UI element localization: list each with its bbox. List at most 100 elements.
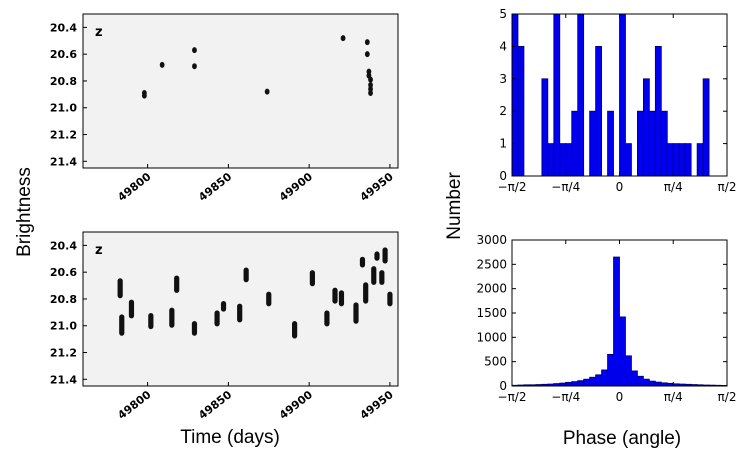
data-point-cluster bbox=[128, 299, 135, 319]
y-tick-label: 20.6 bbox=[50, 48, 77, 61]
data-point-cluster bbox=[119, 314, 125, 336]
y-tick-label: 3000 bbox=[476, 233, 507, 247]
histogram-bar bbox=[547, 143, 555, 177]
x-tick-label: −π/2 bbox=[498, 390, 527, 404]
data-point-cluster bbox=[374, 251, 380, 261]
y-tick-label: 3 bbox=[499, 72, 507, 86]
left-ylabel: Brightness bbox=[14, 167, 35, 257]
x-tick-label: π/4 bbox=[664, 390, 683, 404]
data-point-cluster bbox=[309, 270, 315, 287]
data-point-cluster bbox=[382, 247, 388, 264]
y-tick-label: 21.2 bbox=[50, 347, 77, 360]
histogram-bar bbox=[672, 143, 680, 177]
y-tick-label: 20.8 bbox=[50, 293, 77, 306]
plot-frame bbox=[82, 13, 399, 169]
x-tick-label: π/2 bbox=[718, 180, 737, 194]
histogram-bar bbox=[571, 381, 579, 387]
data-point-cluster bbox=[332, 287, 338, 304]
histogram-bar bbox=[577, 380, 585, 387]
data-point-cluster bbox=[243, 267, 249, 283]
data-point-cluster bbox=[191, 321, 198, 336]
x-tick-label: 49850 bbox=[196, 170, 234, 204]
histogram-bar bbox=[595, 46, 602, 177]
data-point bbox=[364, 39, 370, 46]
histogram-bar bbox=[511, 13, 519, 177]
y-tick-label: 0 bbox=[499, 169, 507, 183]
histogram-bar bbox=[589, 376, 597, 387]
x-tick-label: 49900 bbox=[277, 170, 315, 204]
histogram-bar bbox=[648, 380, 656, 387]
data-point-cluster bbox=[363, 282, 369, 304]
histogram-bar bbox=[678, 143, 686, 177]
histogram-bar bbox=[517, 46, 525, 177]
data-point-cluster bbox=[266, 291, 272, 307]
data-point-cluster bbox=[338, 290, 345, 307]
right-ylabel: Number bbox=[444, 172, 465, 240]
histogram-bar bbox=[642, 378, 650, 387]
histogram-bar bbox=[589, 110, 597, 177]
y-tick-label: 20.8 bbox=[50, 75, 77, 88]
x-tick-label: −π/2 bbox=[498, 180, 527, 194]
y-tick-label: 21.0 bbox=[50, 102, 77, 115]
histogram-bar bbox=[607, 353, 614, 387]
y-tick-label: 21.4 bbox=[50, 155, 77, 168]
y-tick-label: 1500 bbox=[476, 306, 507, 320]
x-tick-label: 49950 bbox=[358, 388, 396, 422]
y-tick-label: 500 bbox=[484, 355, 507, 369]
histogram-bar bbox=[696, 143, 704, 177]
histogram-bar bbox=[631, 370, 638, 387]
histogram-bar bbox=[607, 110, 614, 177]
y-tick-label: 2000 bbox=[476, 282, 507, 296]
data-point-cluster bbox=[220, 300, 227, 312]
data-point-cluster bbox=[371, 266, 377, 285]
histogram-bar bbox=[666, 143, 674, 177]
histogram-bar bbox=[583, 378, 591, 387]
data-point bbox=[364, 51, 370, 58]
histogram-bar bbox=[577, 13, 585, 177]
x-tick-label: −π/4 bbox=[551, 180, 580, 194]
data-point-cluster bbox=[237, 303, 243, 323]
y-tick-label: 0 bbox=[499, 379, 507, 393]
data-point bbox=[159, 61, 165, 68]
top-left-lightcurve-panel: 20.4 20.6 20.8 21.0 21.2 21.4 49800 49850 49900 4… bbox=[50, 13, 399, 204]
panel-band-label: z bbox=[95, 243, 103, 258]
data-point bbox=[264, 88, 270, 95]
x-tick-label: 0 bbox=[616, 390, 624, 404]
data-point-cluster bbox=[353, 302, 359, 324]
y-tick-label: 5 bbox=[499, 7, 507, 21]
histogram-bar bbox=[660, 110, 668, 177]
x-tick-label: 49800 bbox=[115, 388, 153, 422]
histogram-bar bbox=[553, 13, 561, 177]
histogram-bar bbox=[625, 143, 632, 177]
histogram-bar bbox=[571, 110, 579, 177]
x-tick-label: 49800 bbox=[115, 170, 153, 204]
data-point bbox=[340, 35, 346, 42]
data-point-cluster bbox=[174, 275, 180, 293]
histogram-bar bbox=[565, 143, 573, 177]
y-tick-label: 4 bbox=[499, 39, 507, 53]
y-tick-label: 21.0 bbox=[50, 320, 77, 333]
y-tick-label: 2500 bbox=[476, 257, 507, 271]
data-point-cluster bbox=[214, 310, 220, 327]
data-point-cluster bbox=[387, 291, 393, 307]
histogram-bar bbox=[625, 355, 632, 387]
histogram-bar bbox=[684, 143, 692, 177]
data-point-cluster bbox=[324, 310, 330, 327]
histogram-bar bbox=[565, 381, 573, 387]
histogram-bar bbox=[619, 316, 626, 387]
y-tick-label: 21.4 bbox=[50, 373, 77, 386]
x-tick-label: π/2 bbox=[718, 390, 737, 404]
histogram-bar bbox=[654, 46, 662, 177]
data-point bbox=[141, 92, 147, 99]
x-tick-label: 49950 bbox=[358, 170, 396, 204]
x-tick-label: −π/4 bbox=[551, 390, 580, 404]
data-point-cluster bbox=[117, 278, 123, 299]
top-right-phase-histogram: 0 1 2 3 4 5 −π/2 −π/4 0 π/4 π/2 bbox=[498, 7, 737, 194]
data-point bbox=[192, 47, 197, 54]
data-point bbox=[368, 76, 373, 83]
data-point-cluster bbox=[359, 256, 366, 268]
y-tick-label: 20.6 bbox=[50, 266, 77, 279]
histogram-bar bbox=[619, 13, 626, 177]
data-point-cluster bbox=[169, 307, 175, 328]
